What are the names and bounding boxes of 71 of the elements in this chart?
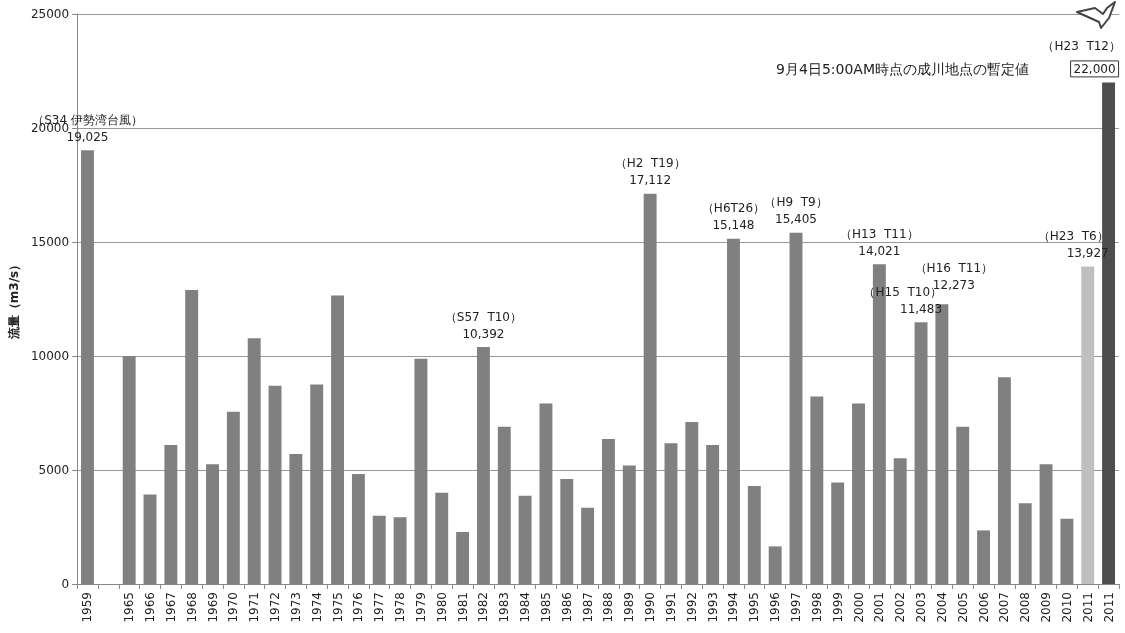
- annotation: （H2 T19）: [614, 156, 686, 171]
- x-tick-label: 2007: [997, 592, 1012, 623]
- x-tick-label: 1974: [309, 592, 324, 623]
- x-tick-label: 2003: [914, 592, 929, 623]
- x-tick-label: 1986: [559, 592, 574, 623]
- y-tick-label: 5000: [38, 463, 70, 477]
- bar: [1081, 266, 1095, 584]
- x-tick-label: 1988: [601, 592, 616, 623]
- x-tick-label: 1995: [747, 592, 762, 623]
- y-axis-title: 流量（m3/s）: [7, 258, 21, 341]
- x-tick-label: 1997: [789, 592, 803, 623]
- x-tick-label: 1968: [184, 592, 199, 623]
- x-tick-label: 1998: [809, 592, 824, 623]
- x-tick-label: 1996: [768, 592, 783, 623]
- annotation: （H23 T12）: [1042, 39, 1122, 53]
- annotation: （H13 T11）: [840, 226, 919, 241]
- x-tick-label: 1979: [413, 592, 428, 623]
- x-tick-label: 1975: [330, 592, 345, 623]
- x-tick-label: 1973: [288, 592, 303, 623]
- y-tick-label: 15000: [30, 235, 70, 249]
- x-tick-label: 2000: [851, 592, 866, 623]
- x-tick-label: 1994: [726, 592, 741, 623]
- y-tick-label: 10000: [30, 349, 70, 363]
- x-tick-label: 1982: [476, 592, 491, 623]
- x-tick-label: 2004: [934, 592, 949, 623]
- data-label: 14,021: [858, 243, 901, 258]
- x-tick-label: 2008: [1018, 592, 1033, 623]
- x-tick-label: 2001: [872, 592, 887, 623]
- annotation: （H9 T9）: [764, 195, 828, 210]
- x-tick-label: 1993: [705, 592, 720, 623]
- data-label: 15,405: [775, 212, 817, 227]
- y-tick-label: 25000: [30, 7, 70, 21]
- x-tick-label: 1972: [268, 592, 283, 623]
- annotation: （H6T26）: [701, 201, 766, 216]
- x-tick-label: 1980: [434, 592, 449, 623]
- annotation: 9月4日5:00AM時点の成川地点の暫定値: [776, 61, 1030, 77]
- x-tick-label: 1959: [80, 592, 95, 623]
- x-tick-label: 1981: [455, 592, 470, 623]
- x-tick-label: 1990: [643, 592, 658, 623]
- y-tick-label: 0: [61, 577, 70, 591]
- x-tick-label: 1966: [143, 592, 158, 623]
- x-tick-label: 1999: [830, 592, 845, 623]
- x-tick-label: 2009: [1039, 592, 1054, 623]
- x-tick-label: 1983: [497, 592, 512, 623]
- x-tick-label: 1965: [122, 592, 137, 623]
- x-tick-label: 1971: [247, 592, 262, 623]
- x-tick-label: 1969: [205, 592, 220, 623]
- x-tick-label: 1976: [351, 592, 366, 623]
- annotation: （H16 T11）: [914, 260, 994, 275]
- x-tick-label: 1989: [622, 592, 637, 623]
- x-tick-label: 1970: [226, 592, 241, 623]
- x-tick-label: 1991: [663, 592, 678, 623]
- x-tick-label: 2011: [1080, 592, 1095, 623]
- x-tick-label: 2005: [955, 592, 970, 623]
- data-label: 15,148: [712, 218, 755, 233]
- x-tick-label: 2006: [976, 592, 991, 623]
- data-label: 22,000: [1073, 61, 1116, 76]
- x-tick-label: 1977: [372, 592, 387, 623]
- x-tick-label: 1978: [393, 592, 408, 623]
- x-tick-label: 1985: [538, 592, 553, 623]
- x-tick-label: 2002: [893, 592, 908, 623]
- x-tick-label: 2011: [1101, 592, 1116, 623]
- x-tick-label: 1992: [684, 592, 699, 623]
- annotation: （H23 T6）: [1037, 228, 1109, 243]
- x-tick-label: 1967: [163, 592, 178, 623]
- data-label: 17,112: [629, 173, 672, 188]
- data-label: 10,392: [462, 326, 505, 341]
- x-tick-label: 2010: [1059, 592, 1074, 623]
- x-tick-label: 1987: [580, 592, 595, 623]
- x-tick-label: 1984: [518, 592, 533, 623]
- annotation: （S57 T10）: [444, 309, 522, 324]
